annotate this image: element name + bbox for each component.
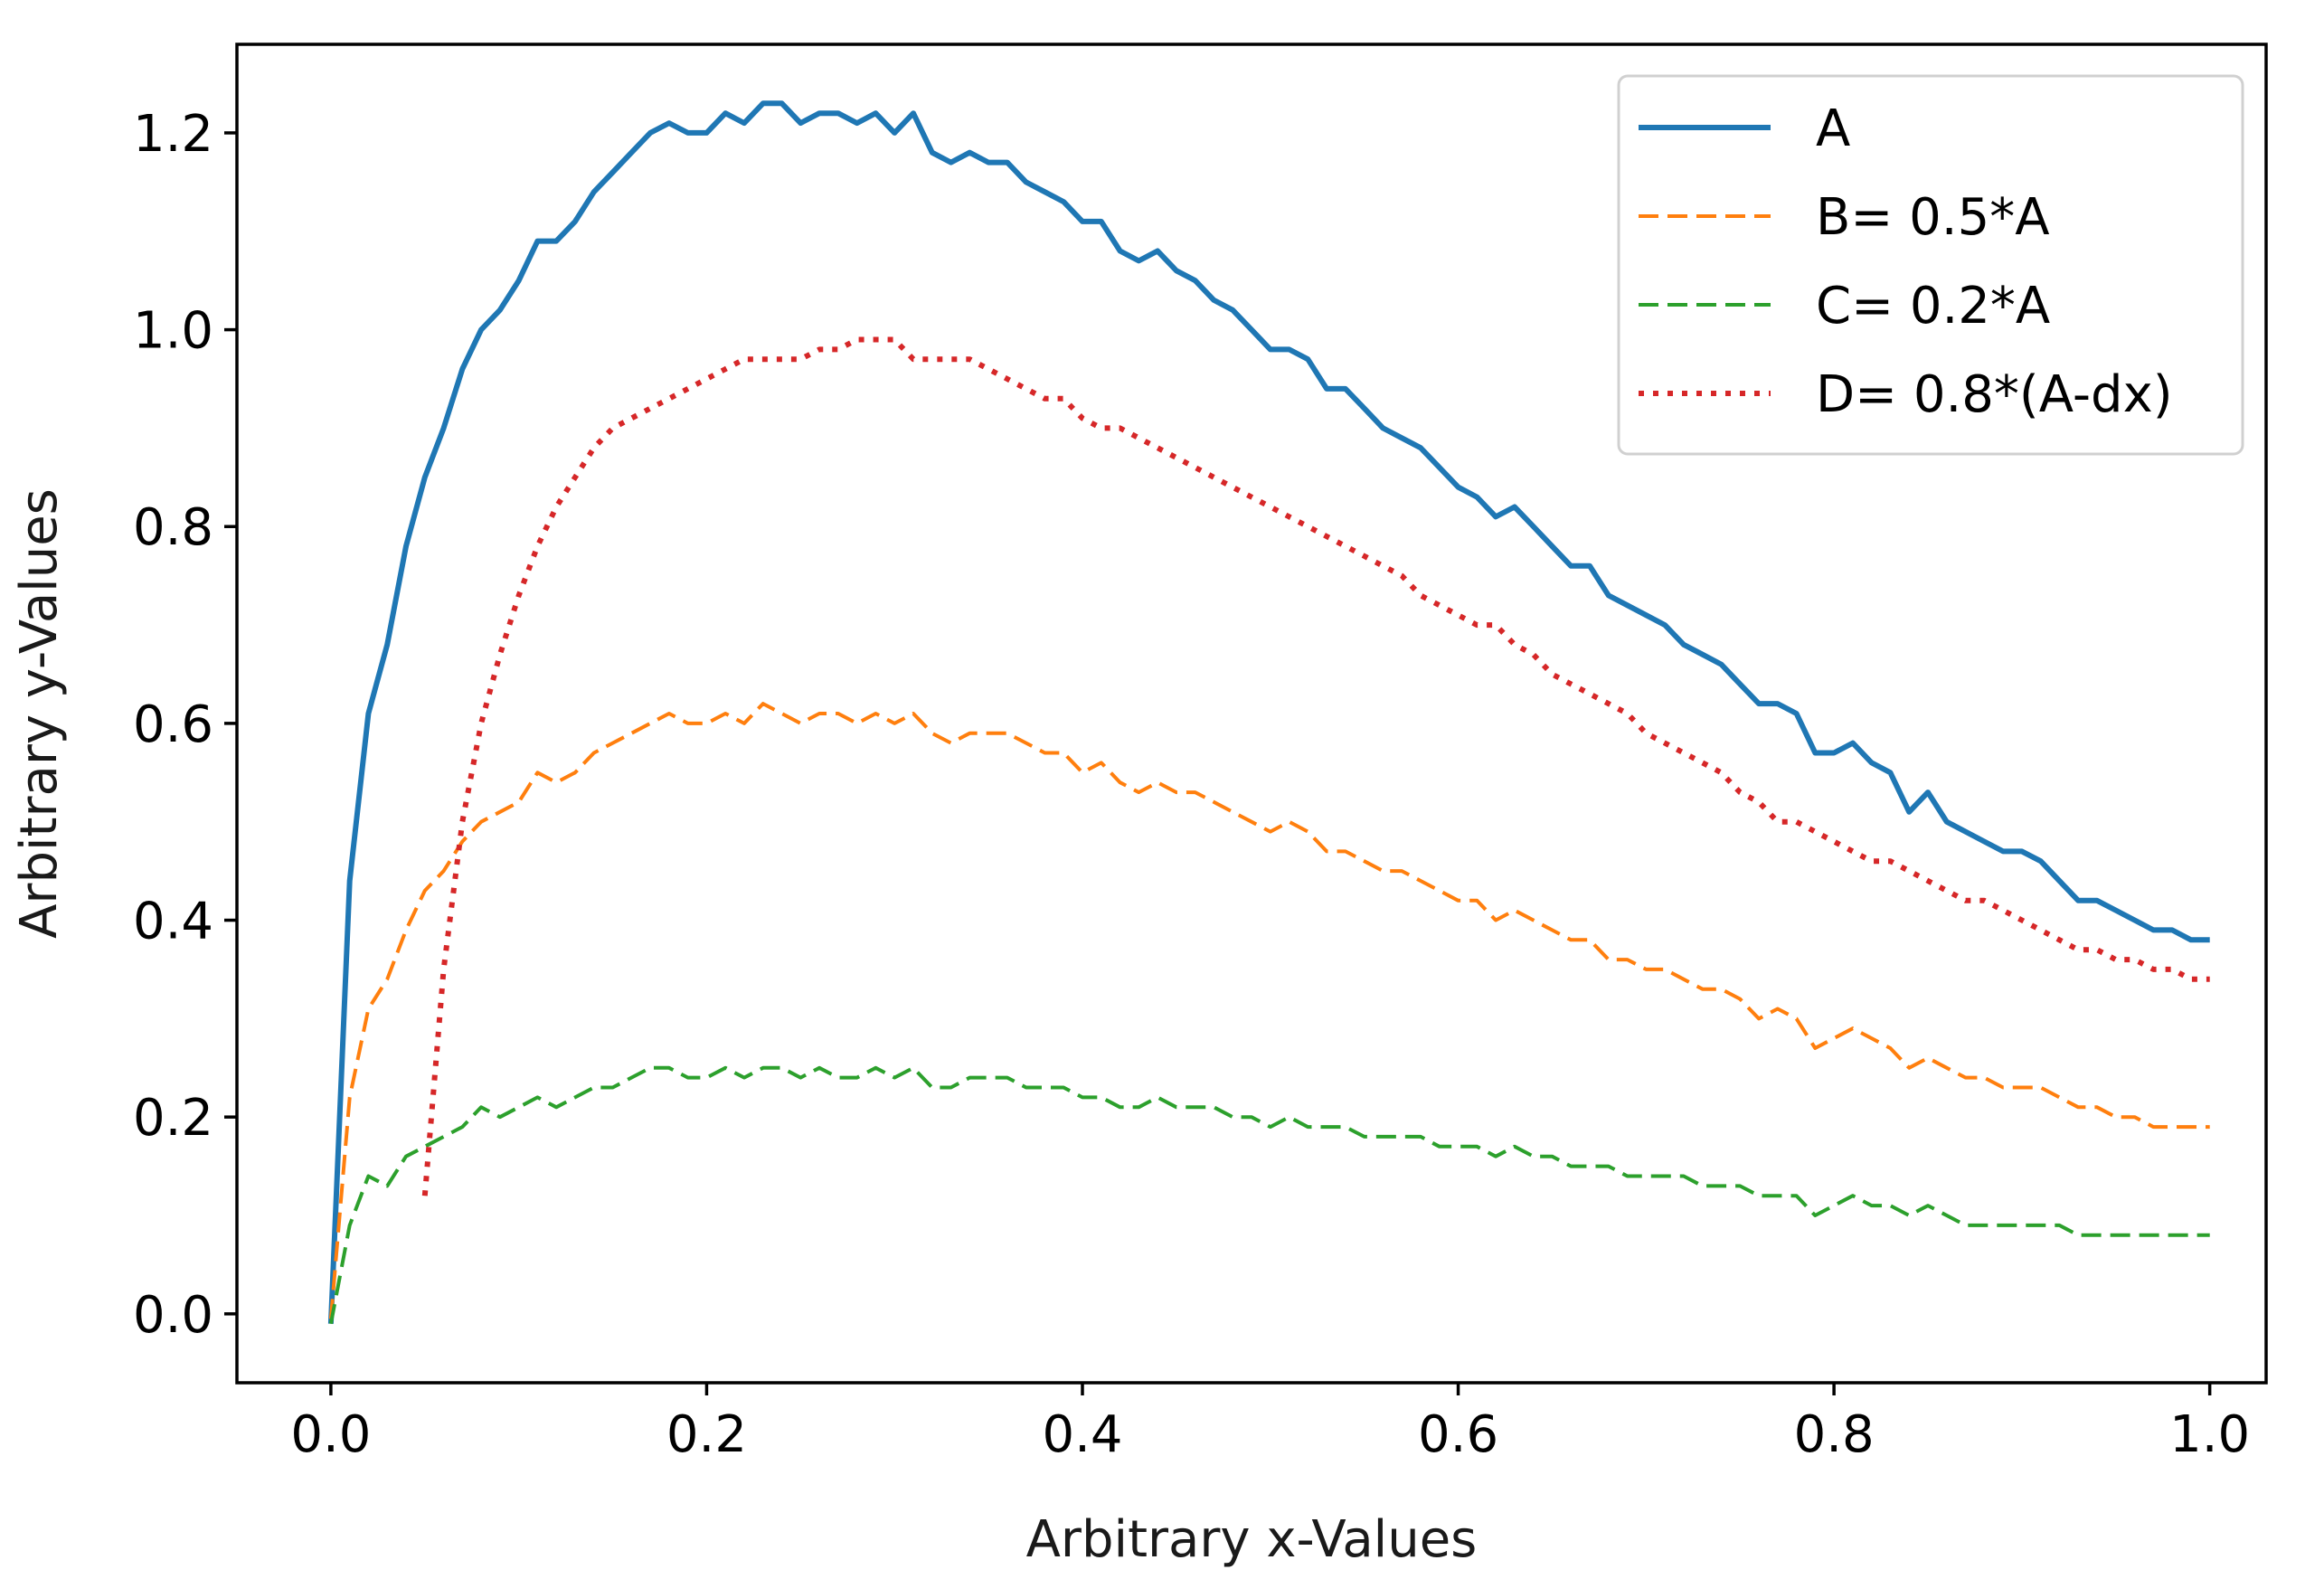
legend-label-d: D= 0.8*(A-dx) [1816, 365, 2173, 424]
legend-label-b: B= 0.5*A [1816, 188, 2050, 247]
x-tick-label: 0.6 [1418, 1405, 1498, 1464]
x-tick-label: 1.0 [2169, 1405, 2250, 1464]
y-tick-label: 0.0 [133, 1286, 213, 1345]
series-line-c [328, 1065, 2210, 1325]
x-tick-label: 0.4 [1042, 1405, 1122, 1464]
y-tick-label: 0.6 [133, 695, 213, 754]
y-tick-label: 0.4 [133, 893, 213, 951]
legend: A B= 0.5*A C= 0.2*A D= 0.8*(A-dx) [1617, 74, 2244, 456]
y-axis: 0.0 0.2 0.4 0.6 0.8 1.0 1.2 [133, 105, 237, 1345]
series-line-a [327, 100, 2210, 1324]
series-line-b [328, 702, 2210, 1319]
series-layer [327, 100, 2210, 1325]
y-tick-label: 1.2 [133, 105, 213, 164]
series-line-d [421, 336, 2210, 1196]
x-axis-label: Arbitrary x-Values [1026, 1510, 1478, 1569]
y-axis-label: Arbitrary y-Values [10, 488, 69, 939]
plot-frame [235, 43, 2268, 1385]
legend-box [1617, 74, 2244, 456]
legend-label-c: C= 0.2*A [1816, 277, 2050, 336]
x-axis: 0.0 0.2 0.4 0.6 0.8 1.0 [290, 1383, 2250, 1464]
legend-label-a: A [1816, 99, 1850, 158]
y-tick-label: 0.8 [133, 498, 213, 557]
x-tick-label: 0.0 [290, 1405, 371, 1464]
y-tick-label: 1.0 [133, 302, 213, 361]
x-tick-label: 0.8 [1794, 1405, 1875, 1464]
x-tick-label: 0.2 [666, 1405, 747, 1464]
y-tick-label: 0.2 [133, 1089, 213, 1148]
